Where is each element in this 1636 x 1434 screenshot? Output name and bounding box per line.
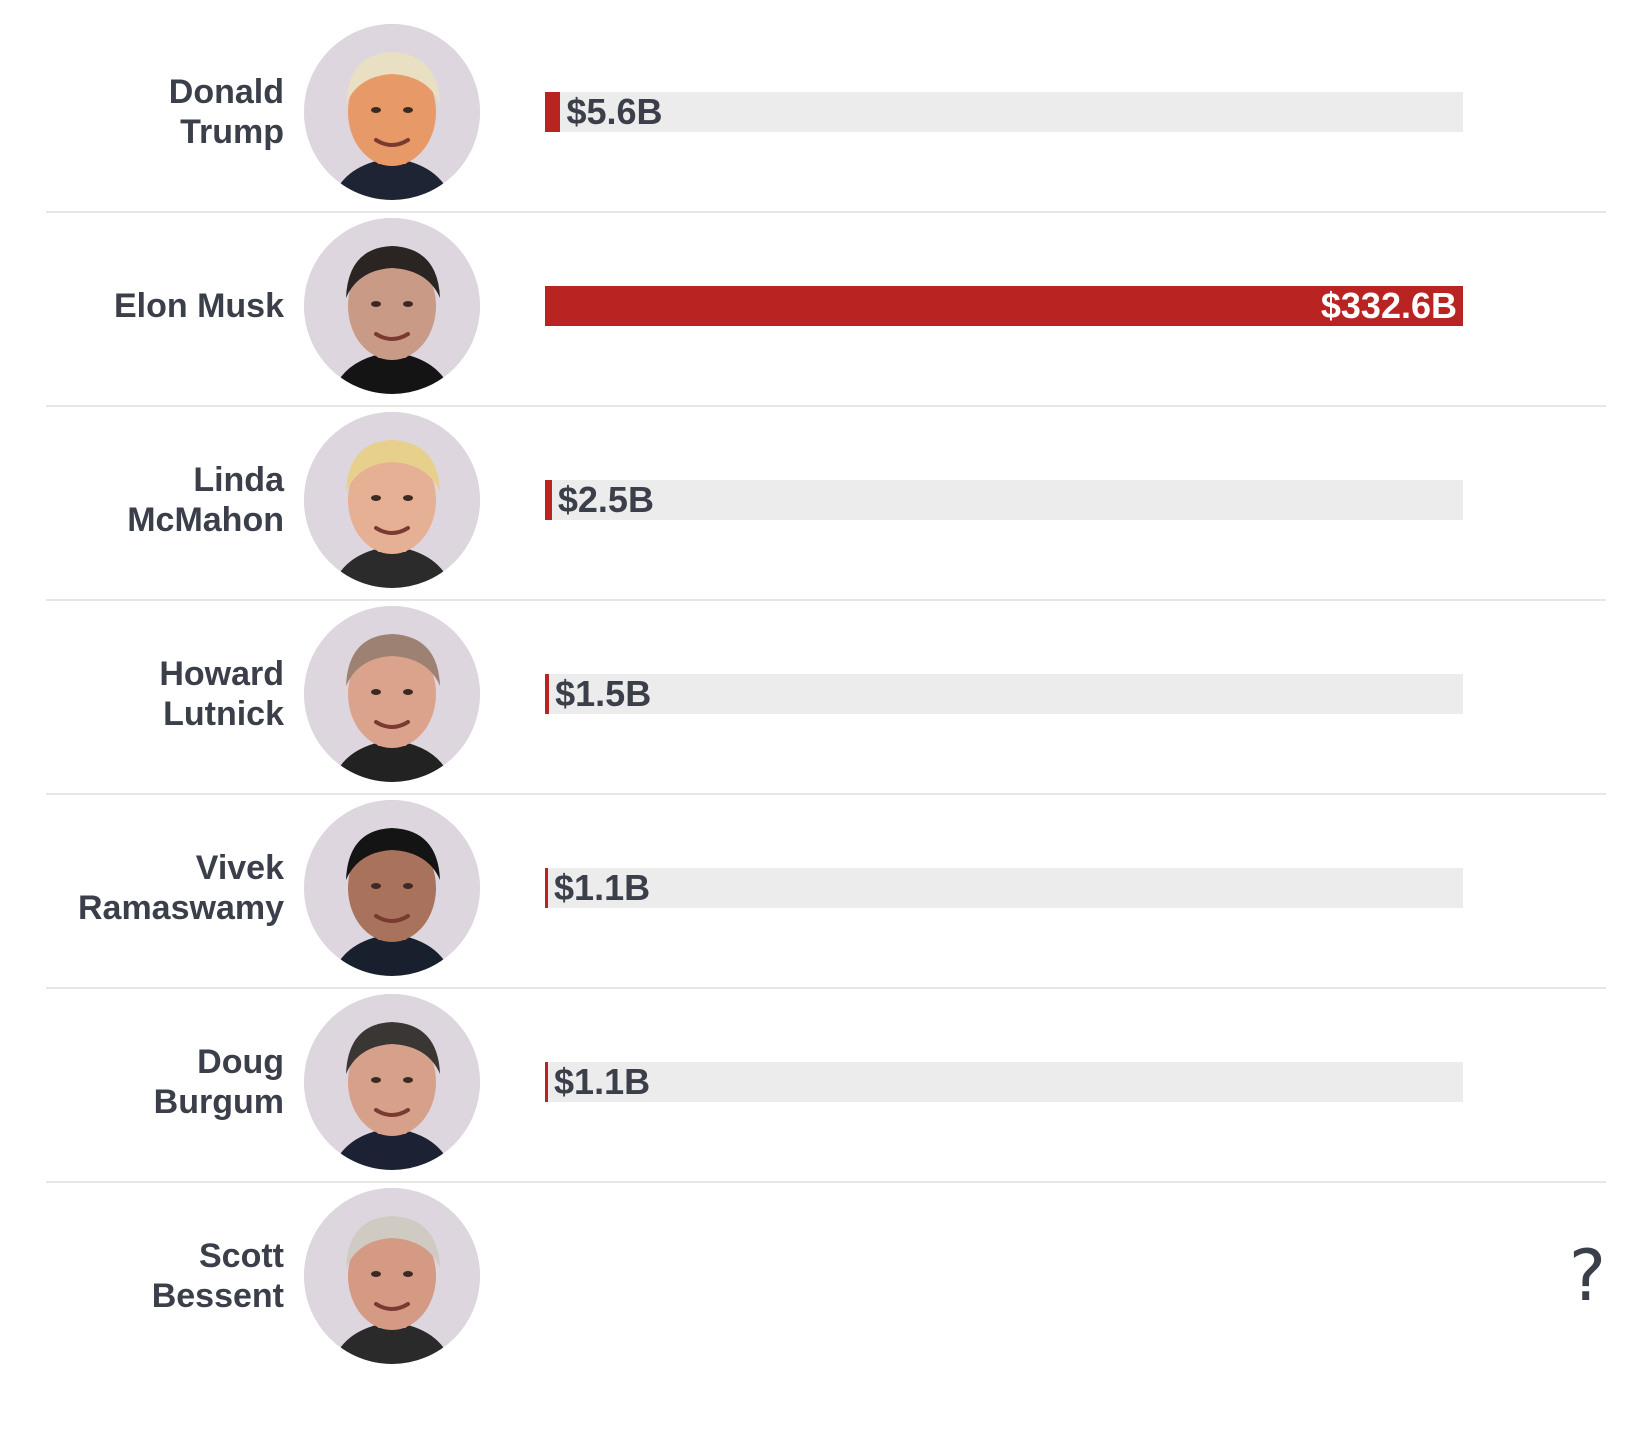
person-name: Donald Trump	[168, 72, 284, 151]
value-bar	[545, 1061, 549, 1102]
bar-track: $5.6B	[545, 90, 1463, 132]
person-row: Scott Bessent?	[46, 1174, 1606, 1377]
avatar	[304, 1187, 480, 1364]
value-label: $1.1B	[554, 866, 651, 908]
value-label: $1.5B	[555, 672, 652, 714]
value-label: $1.1B	[554, 1060, 651, 1102]
row-divider	[46, 211, 1606, 213]
value-label: $332.6B	[1320, 284, 1457, 326]
person-name: Elon Musk	[113, 286, 284, 325]
donald-trump-portrait-icon	[304, 23, 480, 200]
bar-track: $2.5B	[545, 478, 1463, 520]
person-row: Howard Lutnick $1.5B	[46, 592, 1606, 795]
value-bar	[545, 285, 1463, 326]
avatar	[304, 993, 480, 1170]
bar-track: $1.1B	[545, 866, 1463, 908]
bar-track: $1.5B	[545, 672, 1463, 714]
person-row: Elon Musk $332.6B	[46, 204, 1606, 407]
row-divider	[46, 987, 1606, 989]
avatar	[304, 605, 480, 782]
person-name: Scott Bessent	[151, 1236, 284, 1315]
elon-musk-portrait-icon	[304, 217, 480, 394]
howard-lutnick-portrait-icon	[304, 605, 480, 782]
value-bar	[545, 867, 549, 908]
value-label: $5.6B	[566, 90, 663, 132]
avatar	[304, 411, 480, 588]
person-row: Donald Trump $5.6B	[46, 10, 1606, 213]
value-label: $2.5B	[557, 478, 654, 520]
avatar	[304, 799, 480, 976]
person-name: Vivek Ramaswamy	[77, 848, 284, 927]
person-row: Vivek Ramaswamy $1.1B	[46, 786, 1606, 989]
row-divider	[46, 405, 1606, 407]
person-row: Doug Burgum $1.1B	[46, 980, 1606, 1183]
doug-burgum-portrait-icon	[304, 993, 480, 1170]
linda-mcmahon-portrait-icon	[304, 411, 480, 588]
value-bar	[545, 673, 550, 714]
row-divider	[46, 1181, 1606, 1183]
person-name: Doug Burgum	[153, 1042, 284, 1121]
avatar	[304, 217, 480, 394]
scott-bessent-portrait-icon	[304, 1187, 480, 1364]
value-bar	[545, 91, 561, 132]
bar-track: $1.1B	[545, 1060, 1463, 1102]
vivek-ramaswamy-portrait-icon	[304, 799, 480, 976]
person-row: Linda McMahon $2.5B	[46, 398, 1606, 601]
bar-track: $332.6B	[545, 284, 1463, 326]
value-bar	[545, 479, 552, 520]
row-divider	[46, 793, 1606, 795]
person-name: Linda McMahon	[127, 460, 284, 539]
unknown-value-label: ?	[1568, 1234, 1606, 1317]
avatar	[304, 23, 480, 200]
person-name: Howard Lutnick	[159, 654, 284, 733]
row-divider	[46, 599, 1606, 601]
